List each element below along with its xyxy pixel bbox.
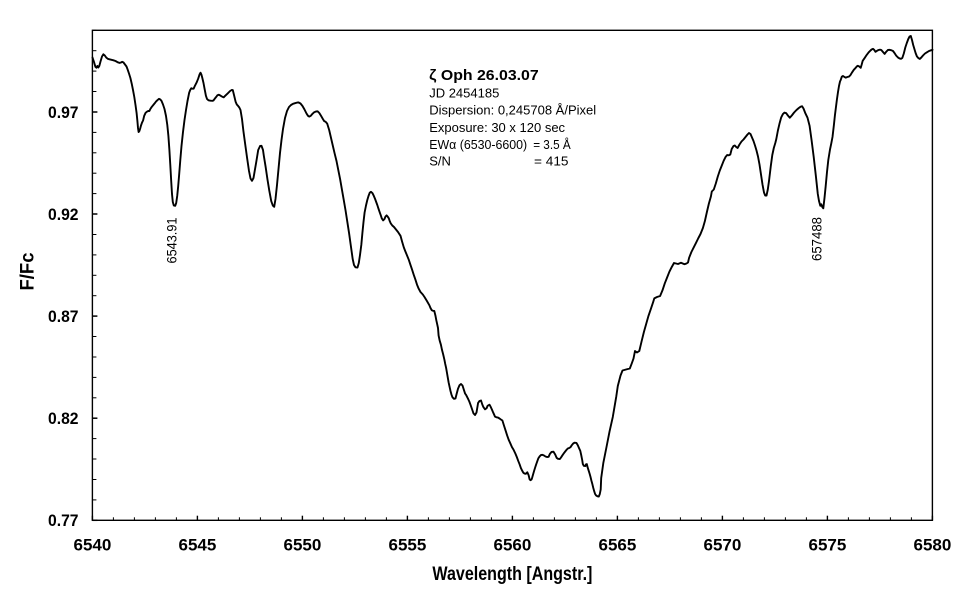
svg-text:6555: 6555	[388, 536, 426, 555]
svg-text:6540: 6540	[73, 536, 111, 555]
svg-text:0.87: 0.87	[48, 307, 79, 326]
svg-text:F/Fc: F/Fc	[18, 252, 39, 290]
svg-text:6570: 6570	[703, 536, 741, 555]
svg-text:EWα (6530-6600): EWα (6530-6600)	[429, 137, 527, 152]
svg-text:6575: 6575	[808, 536, 846, 555]
svg-text:S/N: S/N	[429, 154, 451, 169]
svg-text:Exposure: 30 x 120 sec: Exposure: 30 x 120 sec	[429, 120, 565, 135]
svg-text:= 415: = 415	[534, 154, 569, 169]
svg-text:0.77: 0.77	[48, 511, 79, 530]
svg-text:6543.91: 6543.91	[164, 217, 180, 263]
svg-text:6550: 6550	[283, 536, 321, 555]
svg-text:6565: 6565	[598, 536, 636, 555]
svg-text:6560: 6560	[493, 536, 531, 555]
svg-text:657488: 657488	[809, 217, 825, 261]
svg-text:ζ Oph 26.03.07: ζ Oph 26.03.07	[429, 67, 539, 84]
svg-text:JD 2454185: JD 2454185	[429, 85, 499, 100]
svg-text:Dispersion: 0,245708 Å/Pixel: Dispersion: 0,245708 Å/Pixel	[429, 103, 596, 118]
svg-text:6545: 6545	[178, 536, 216, 555]
svg-text:0.82: 0.82	[48, 409, 79, 428]
svg-text:0.97: 0.97	[48, 103, 79, 122]
svg-text:= 3.5 Å: = 3.5 Å	[533, 137, 571, 152]
svg-text:0.92: 0.92	[48, 205, 79, 224]
svg-text:Wavelength [Angstr.]: Wavelength [Angstr.]	[432, 564, 592, 585]
svg-text:6580: 6580	[913, 536, 951, 555]
